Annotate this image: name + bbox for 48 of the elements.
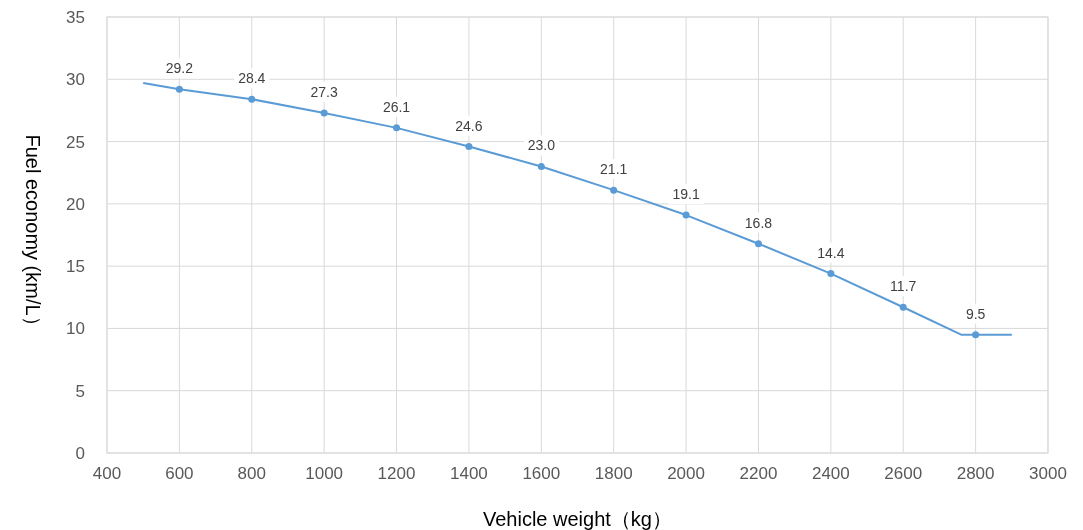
data-label: 19.1 <box>672 186 700 203</box>
point <box>320 109 328 117</box>
point <box>465 143 473 151</box>
data-label: 11.7 <box>890 278 917 295</box>
data-label: 21.1 <box>600 161 628 178</box>
x-tick-label: 2400 <box>811 464 850 483</box>
data-label: 23.0 <box>527 137 556 154</box>
point <box>682 211 690 219</box>
x-tick-label: 3000 <box>1029 464 1067 483</box>
data-label: 9.5 <box>965 305 986 322</box>
x-tick-label: 1200 <box>377 464 416 483</box>
y-axis-title: Fuel economy (km/L） <box>22 134 44 336</box>
point <box>754 240 762 248</box>
point <box>175 85 183 93</box>
data-label: 28.4 <box>238 70 266 87</box>
data-label: 26.1 <box>382 98 411 115</box>
y-tick-label: 10 <box>66 319 85 339</box>
point <box>393 124 401 132</box>
x-tick-label: 400 <box>92 464 122 483</box>
data-label: 16.8 <box>744 214 773 231</box>
point <box>899 303 907 311</box>
x-tick-label: 800 <box>237 464 266 483</box>
point <box>537 162 545 170</box>
x-tick-label: 2000 <box>667 464 705 483</box>
x-tick-label: 1000 <box>305 464 344 483</box>
data-label: 27.3 <box>310 83 338 100</box>
x-tick-label: 1600 <box>522 464 561 483</box>
y-tick-label: 35 <box>66 8 85 27</box>
y-tick-label: 30 <box>66 70 85 90</box>
data-label: 14.4 <box>817 244 845 261</box>
x-tick-label: 2200 <box>739 464 778 483</box>
y-tick-label: 20 <box>66 194 85 214</box>
data-label: 29.2 <box>165 60 194 77</box>
x-tick-label: 600 <box>165 464 194 483</box>
point <box>248 95 256 103</box>
point <box>972 331 980 339</box>
x-axis-title: Vehicle weight（kg） <box>483 508 672 530</box>
x-tick-label: 1400 <box>450 464 488 483</box>
y-tick-label: 15 <box>66 257 85 277</box>
x-tick-label: 2600 <box>884 464 923 483</box>
x-tick-label: 1800 <box>594 464 633 483</box>
y-tick-label: 5 <box>75 381 85 401</box>
point <box>610 186 618 194</box>
point <box>827 270 835 278</box>
y-tick-label: 0 <box>75 444 85 463</box>
y-tick-label: 25 <box>66 132 85 152</box>
data-label: 24.6 <box>455 117 483 134</box>
x-tick-label: 2800 <box>956 464 995 483</box>
